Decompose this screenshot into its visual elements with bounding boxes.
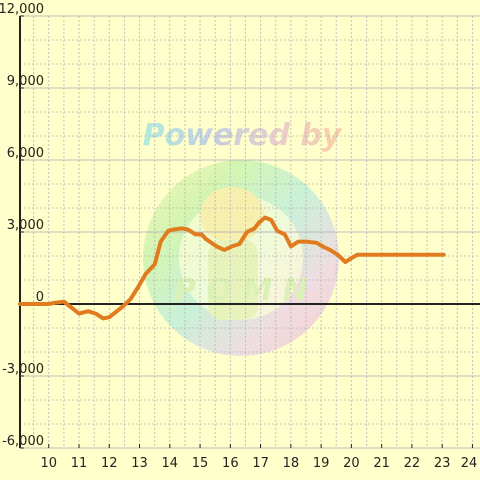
x-tick-label: 11 [71, 456, 88, 471]
x-tick-label: 13 [131, 456, 148, 471]
watermark-logo-text: P O M N [174, 273, 308, 308]
axes [19, 15, 480, 449]
x-tick-label: 16 [222, 456, 239, 471]
watermark-figure-head [200, 187, 264, 243]
x-tick-label: 18 [283, 456, 300, 471]
y-tick-label: -6,000 [2, 434, 44, 449]
x-tick-label: 23 [434, 456, 451, 471]
y-tick-label: 3,000 [7, 218, 44, 233]
x-tick-label: 17 [252, 456, 269, 471]
x-tick-label: 12 [101, 456, 118, 471]
y-tick-label: 9,000 [7, 74, 44, 89]
y-tick-label: 0 [36, 290, 44, 305]
x-tick-label: 22 [404, 456, 421, 471]
series-layer [18, 215, 446, 321]
x-tick-label: 10 [40, 456, 57, 471]
x-tick-label: 20 [343, 456, 360, 471]
x-tick-label: 24 [461, 456, 478, 471]
tick-labels: -6,000 -3,000 0 3,000 6,000 9,000 12,000 10 11 12… [0, 2, 477, 471]
y-tick-label: -3,000 [2, 362, 44, 377]
y-tick-label: 6,000 [7, 146, 44, 161]
y-tick-label: 12,000 [0, 2, 44, 17]
x-tick-label: 14 [162, 456, 179, 471]
x-tick-label: 15 [192, 456, 209, 471]
grid-lines [20, 15, 480, 449]
x-tick-label: 19 [313, 456, 330, 471]
x-tick-label: 21 [373, 456, 390, 471]
series-line [18, 215, 446, 321]
